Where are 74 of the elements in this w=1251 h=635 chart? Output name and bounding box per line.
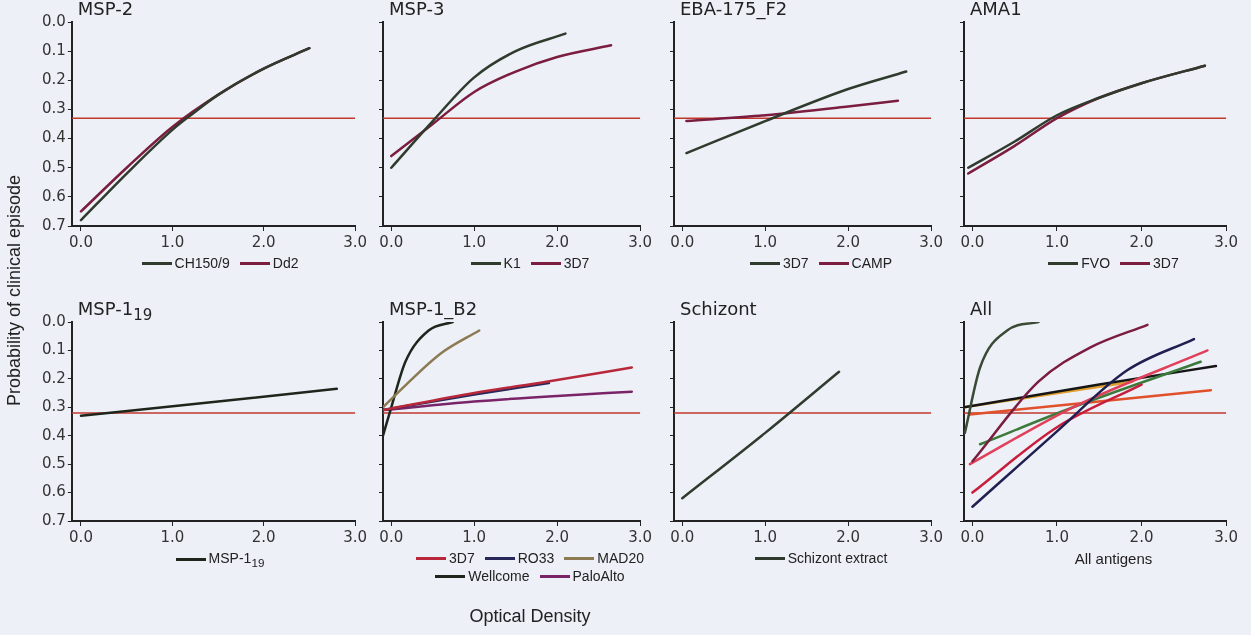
y-tick-label: 0.0 <box>42 311 66 330</box>
y-tick-label: 0.2 <box>42 70 66 89</box>
legend-label: 3D7 <box>449 550 475 566</box>
x-tick-label: 2.0 <box>1129 232 1154 251</box>
legend-label: 3D7 <box>782 255 809 271</box>
x-tick-label: 2.0 <box>545 232 570 251</box>
y-tick-label: 0.3 <box>42 99 66 118</box>
x-tick-label: 0.0 <box>379 527 404 546</box>
x-tick-label: 1.0 <box>462 527 487 546</box>
chart-title: MSP-1$_{19}$ <box>77 298 153 324</box>
y-tick-label: 0.0 <box>42 11 66 30</box>
legend-label: RO33 <box>517 550 555 566</box>
legend-label: Schizont extract <box>787 550 888 566</box>
x-tick-label: 0.0 <box>69 527 93 546</box>
x-tick-label: 1.0 <box>160 232 185 251</box>
x-tick-label: 1.0 <box>160 527 185 546</box>
chart-title: MSP-2 <box>77 0 134 19</box>
x-tick-label: 2.0 <box>251 232 276 251</box>
x-tick-label: 3.0 <box>343 527 367 546</box>
legend-label: 3D7 <box>1153 255 1179 271</box>
y-tick-label: 0.6 <box>42 186 66 205</box>
x-axis-title: All antigens <box>1073 550 1154 567</box>
x-axis-title: Optical Density <box>468 605 592 627</box>
chart-title: EBA-175_F2 <box>680 0 788 19</box>
x-tick-label: 2.0 <box>836 527 861 546</box>
x-tick-label: 1.0 <box>753 232 778 251</box>
x-tick-label: 3.0 <box>919 527 943 546</box>
y-tick-label: 0.3 <box>42 397 66 416</box>
y-axis-title: Probability of clinical episode <box>4 173 25 408</box>
x-tick-label: 3.0 <box>343 232 367 251</box>
x-tick-label: 0.0 <box>960 527 985 546</box>
legend-label: PaloAlto <box>572 568 625 584</box>
x-tick-label: 2.0 <box>1129 527 1154 546</box>
x-tick-label: 3.0 <box>628 232 652 251</box>
x-tick-label: 0.0 <box>670 232 695 251</box>
x-tick-label: 1.0 <box>462 232 487 251</box>
y-tick-label: 0.7 <box>42 215 66 234</box>
y-tick-label: 0.6 <box>42 482 66 501</box>
legend-label: MSP-1$_{19}$ <box>208 550 265 569</box>
x-tick-label: 0.0 <box>960 232 985 251</box>
y-tick-label: 0.4 <box>42 128 66 147</box>
y-tick-label: 0.7 <box>42 510 66 529</box>
x-tick-label: 0.0 <box>69 232 93 251</box>
x-tick-label: 0.0 <box>379 232 404 251</box>
x-tick-label: 0.0 <box>670 527 695 546</box>
legend-label: Dd2 <box>272 255 299 271</box>
chart-title: AMA1 <box>970 0 1022 19</box>
legend-label: 3D7 <box>563 255 590 271</box>
legend-label: CH150/9 <box>174 255 230 271</box>
legend-label: Wellcome <box>468 568 530 584</box>
y-tick-label: 0.4 <box>42 425 66 444</box>
x-tick-label: 1.0 <box>1045 527 1069 546</box>
y-tick-label: 0.1 <box>42 41 66 60</box>
chart-title: Schizont <box>680 298 757 319</box>
legend-label: K1 <box>503 255 521 271</box>
chart-title: MSP-1_B2 <box>389 298 478 319</box>
x-tick-label: 3.0 <box>919 232 943 251</box>
y-tick-label: 0.2 <box>42 368 66 387</box>
x-tick-label: 1.0 <box>753 527 778 546</box>
x-tick-label: 2.0 <box>836 232 861 251</box>
chart-title: All <box>970 298 993 319</box>
x-tick-label: 3.0 <box>1214 527 1238 546</box>
y-tick-label: 0.5 <box>42 454 66 473</box>
x-tick-label: 2.0 <box>545 527 570 546</box>
chart-title: MSP-3 <box>389 0 445 19</box>
y-tick-label: 0.5 <box>42 157 66 176</box>
y-tick-label: 0.1 <box>42 340 66 359</box>
legend-label: CAMP <box>851 255 893 271</box>
legend-label: FVO <box>1081 255 1111 271</box>
x-tick-label: 2.0 <box>251 527 276 546</box>
x-tick-label: 3.0 <box>628 527 652 546</box>
legend-label: MAD20 <box>597 550 644 566</box>
x-tick-label: 1.0 <box>1045 232 1069 251</box>
x-tick-label: 3.0 <box>1214 232 1238 251</box>
